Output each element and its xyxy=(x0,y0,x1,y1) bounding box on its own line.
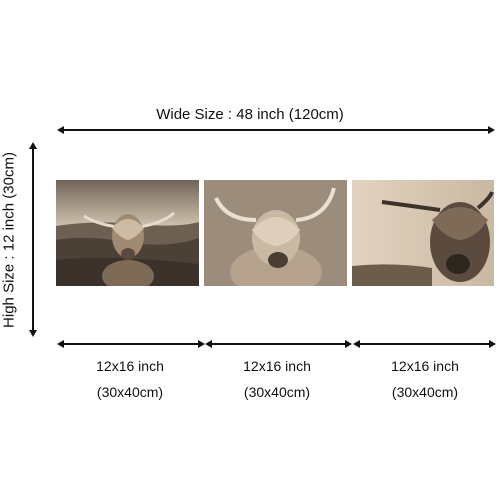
wide-arrow-right-head xyxy=(488,126,495,134)
panel-1-dimensions: 12x16 inch (30x40cm) xyxy=(57,353,203,405)
wide-arrow-left-head xyxy=(57,126,64,134)
high-arrow-line xyxy=(32,148,34,332)
high-arrow-bottom-head xyxy=(29,330,37,337)
panel-2-arrow-line xyxy=(210,343,348,345)
highland-cow-closeup-image xyxy=(204,180,347,286)
panel-2-arrow-right-head xyxy=(345,340,352,348)
highland-cow-portrait-image xyxy=(352,180,494,286)
panel-1-arrow-right-head xyxy=(198,340,205,348)
high-size-label: High Size : 12 inch (30cm) xyxy=(0,152,18,328)
panel-1-arrow-line xyxy=(62,343,200,345)
panel-3-arrow-line xyxy=(358,343,492,345)
high-arrow-top-head xyxy=(29,142,37,149)
panel-3-arrow-left-head xyxy=(353,340,360,348)
canvas-panel-2 xyxy=(204,180,347,286)
panel-2-dimensions: 12x16 inch (30x40cm) xyxy=(204,353,350,405)
panel-1-arrow-left-head xyxy=(57,340,64,348)
canvas-panel-1 xyxy=(56,180,199,286)
wide-size-label: Wide Size : 48 inch (120cm) xyxy=(156,106,344,123)
panel-3-size-inch: 12x16 inch xyxy=(391,358,459,374)
panel-2-size-cm: (30x40cm) xyxy=(243,384,311,400)
panel-1-size-inch: 12x16 inch xyxy=(96,358,164,374)
wide-arrow-line xyxy=(62,129,490,131)
panel-2-arrow-left-head xyxy=(205,340,212,348)
panel-2-size-inch: 12x16 inch xyxy=(243,358,311,374)
panel-3-arrow-right-head xyxy=(489,340,496,348)
canvas-panel-3 xyxy=(352,180,494,286)
panel-3-dimensions: 12x16 inch (30x40cm) xyxy=(352,353,498,405)
panel-3-size-cm: (30x40cm) xyxy=(391,384,459,400)
highland-cow-field-image xyxy=(56,180,199,286)
panel-1-size-cm: (30x40cm) xyxy=(96,384,164,400)
